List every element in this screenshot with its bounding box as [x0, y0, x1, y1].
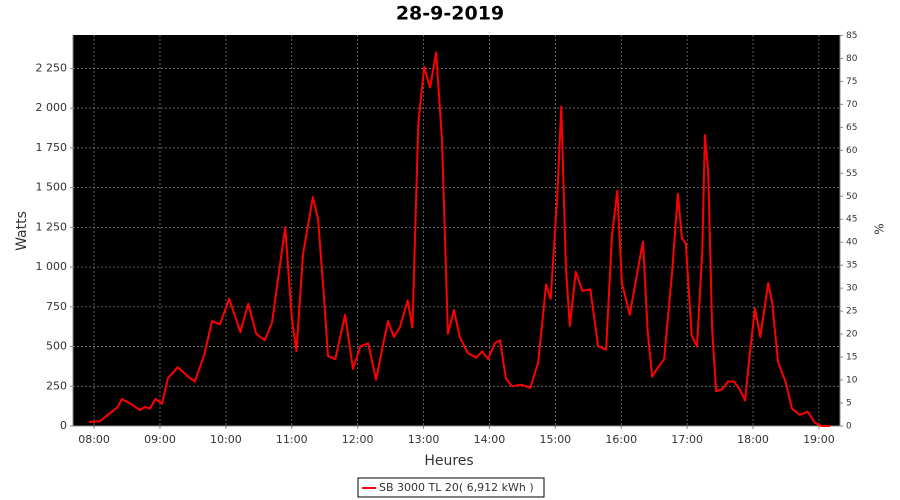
- y2-tick-label: 20: [846, 330, 858, 340]
- y2-tick-label: 80: [846, 54, 858, 64]
- y-tick-label: 0: [60, 419, 67, 432]
- x-tick-label: 17:00: [671, 433, 703, 446]
- y2-tick-label: 60: [846, 146, 858, 156]
- y2-tick-label: 40: [846, 238, 858, 248]
- y2-tick-label: 50: [846, 192, 858, 202]
- y-tick-label: 750: [46, 300, 67, 313]
- x-tick-label: 10:00: [210, 433, 242, 446]
- y2-tick-label: 5: [846, 399, 852, 409]
- y-tick-label: 1 250: [36, 220, 68, 233]
- legend: [357, 477, 545, 498]
- y2-tick-label: 30: [846, 284, 858, 294]
- x-tick-label: 18:00: [737, 433, 769, 446]
- y2-tick-label: 10: [846, 376, 858, 386]
- y2-tick-label: 15: [846, 353, 857, 363]
- y-tick-label: 1 750: [36, 141, 68, 154]
- x-tick-label: 08:00: [78, 433, 110, 446]
- x-tick-label: 11:00: [276, 433, 308, 446]
- y2-axis-label: %: [873, 223, 887, 234]
- y-tick-label: 1 000: [36, 260, 68, 273]
- y2-tick-label: 25: [846, 307, 857, 317]
- y-tick-label: 250: [46, 379, 67, 392]
- x-tick-label: 16:00: [605, 433, 637, 446]
- y-tick-label: 1 500: [36, 181, 68, 194]
- x-tick-label: 19:00: [803, 433, 835, 446]
- y-axis-label: Watts: [14, 211, 30, 251]
- y2-tick-label: 0: [846, 422, 852, 432]
- y-tick-label: 2 000: [36, 101, 68, 114]
- y2-tick-label: 65: [846, 123, 857, 133]
- y2-tick-label: 85: [846, 31, 857, 41]
- y2-tick-label: 45: [846, 215, 857, 225]
- x-axis-label: Heures: [424, 453, 473, 469]
- x-tick-label: 13:00: [408, 433, 440, 446]
- legend-label: SB 3000 TL 20( 6,912 kWh ): [379, 481, 534, 494]
- x-tick-label: 09:00: [144, 433, 176, 446]
- series-line: [88, 51, 831, 427]
- y-tick-label: 2 250: [36, 61, 68, 74]
- y2-tick-label: 75: [846, 77, 857, 87]
- x-tick-label: 12:00: [342, 433, 374, 446]
- plot-area: [73, 35, 840, 426]
- y-tick-label: 500: [46, 340, 67, 353]
- x-tick-label: 14:00: [474, 433, 506, 446]
- chart-title: 28-9-2019: [396, 3, 504, 25]
- y2-tick-label: 35: [846, 261, 857, 271]
- x-tick-label: 15:00: [539, 433, 571, 446]
- y2-tick-label: 70: [846, 100, 858, 110]
- y2-tick-label: 55: [846, 169, 857, 179]
